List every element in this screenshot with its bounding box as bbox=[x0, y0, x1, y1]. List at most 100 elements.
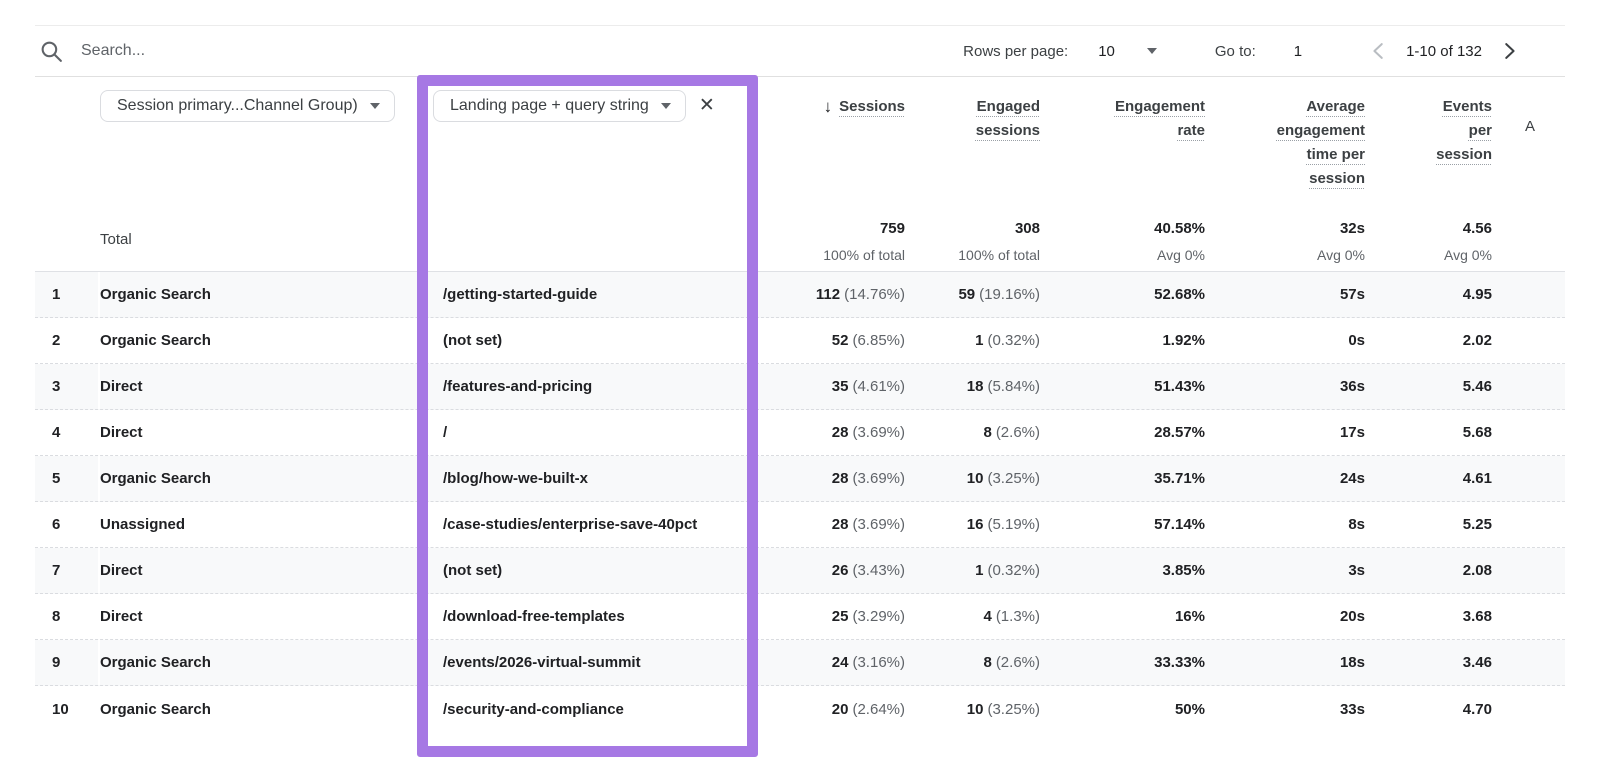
table-row: 9 Organic Search /events/2026-virtual-su… bbox=[35, 640, 1565, 686]
table-row: 7 Direct (not set) 26 (3.43%) 1 (0.32%) 3.… bbox=[35, 548, 1565, 594]
col-header-engaged-sessions[interactable]: Engaged sessions bbox=[905, 78, 1040, 210]
engagement-rate-cell: 51.43% bbox=[1154, 378, 1205, 395]
channel-cell: Direct bbox=[100, 378, 143, 395]
engaged-sessions-header-label: Engaged sessions bbox=[975, 98, 1040, 139]
total-label: Total bbox=[100, 231, 132, 248]
secondary-dimension-dropdown[interactable]: Landing page + query string bbox=[433, 90, 686, 122]
row-number: 7 bbox=[35, 548, 100, 593]
engaged-sessions-cell: 10 (3.25%) bbox=[966, 470, 1040, 487]
avg-engagement-time-header-label: Average engagement time per session bbox=[1276, 98, 1365, 187]
spacer-cell bbox=[1492, 329, 1565, 353]
col-header-avg-engagement-time[interactable]: Average engagement time per session bbox=[1205, 78, 1365, 210]
landing-page-cell: /events/2026-virtual-summit bbox=[443, 654, 641, 671]
landing-page-cell: /case-studies/enterprise-save-40pct bbox=[443, 516, 698, 533]
next-page-button[interactable] bbox=[1498, 40, 1520, 62]
rows-per-page-label: Rows per page: bbox=[963, 42, 1069, 60]
channel-cell: Organic Search bbox=[100, 654, 211, 671]
spacer-cell bbox=[1492, 559, 1565, 583]
sessions-cell: 52 (6.85%) bbox=[831, 332, 905, 349]
sessions-header-label: Sessions bbox=[839, 98, 905, 115]
avg-engagement-time-cell: 20s bbox=[1339, 608, 1365, 625]
table-row: 6 Unassigned /case-studies/enterprise-sa… bbox=[35, 502, 1565, 548]
table-row: 1 Organic Search /getting-started-guide … bbox=[35, 272, 1565, 318]
row-number-header bbox=[35, 78, 100, 210]
total-engagement-rate: 40.58% Avg 0% bbox=[1154, 220, 1205, 263]
col-header-sessions[interactable]: ↓ Sessions bbox=[760, 78, 905, 210]
avg-engagement-time-cell: 57s bbox=[1339, 286, 1365, 303]
engaged-sessions-cell: 1 (0.32%) bbox=[975, 332, 1040, 349]
table-toolbar: Search... Rows per page: 10 Go to: 1 1-1… bbox=[35, 25, 1565, 77]
engagement-rate-header-label: Engagement rate bbox=[1114, 98, 1205, 139]
page-range-text: 1-10 of 132 bbox=[1406, 42, 1482, 60]
col-header-events-per-session[interactable]: Events per session bbox=[1365, 78, 1492, 210]
row-number: 3 bbox=[35, 364, 100, 409]
sessions-cell: 35 (4.61%) bbox=[831, 378, 905, 395]
chevron-left-icon bbox=[1373, 43, 1383, 59]
engaged-sessions-cell: 59 (19.16%) bbox=[958, 286, 1040, 303]
chevron-down-icon bbox=[369, 103, 380, 109]
channel-cell: Organic Search bbox=[100, 470, 211, 487]
search-icon bbox=[41, 41, 62, 62]
total-engaged-sessions: 308 100% of total bbox=[958, 220, 1040, 263]
landing-page-cell: (not set) bbox=[443, 332, 503, 349]
landing-page-cell: /blog/how-we-built-x bbox=[443, 470, 588, 487]
engagement-rate-cell: 1.92% bbox=[1162, 332, 1205, 349]
events-per-session-cell: 2.02 bbox=[1462, 332, 1492, 349]
primary-dimension-header: Session primary...Channel Group) bbox=[100, 78, 417, 210]
sessions-cell: 112 (14.76%) bbox=[815, 286, 905, 303]
events-per-session-cell: 4.61 bbox=[1462, 470, 1492, 487]
table-row: 3 Direct /features-and-pricing 35 (4.61%)… bbox=[35, 364, 1565, 410]
table-row: 10 Organic Search /security-and-complian… bbox=[35, 686, 1565, 732]
spacer-cell bbox=[1492, 375, 1565, 399]
primary-dimension-label: Session primary...Channel Group) bbox=[117, 97, 358, 114]
metrics-table: Session primary...Channel Group) Landing… bbox=[35, 78, 1565, 732]
spacer-cell bbox=[1492, 697, 1565, 721]
sort-descending-icon: ↓ bbox=[823, 97, 833, 116]
chevron-down-icon bbox=[660, 103, 671, 109]
close-icon[interactable]: ✕ bbox=[698, 95, 715, 116]
rows-per-page-value[interactable]: 10 bbox=[1098, 42, 1115, 60]
table-row: 4 Direct / 28 (3.69%) 8 (2.6%) 28.57% 17s … bbox=[35, 410, 1565, 456]
search-input[interactable]: Search... bbox=[35, 39, 145, 64]
chevron-down-icon[interactable] bbox=[1146, 48, 1157, 54]
sessions-cell: 20 (2.64%) bbox=[831, 700, 905, 718]
events-per-session-cell: 3.46 bbox=[1462, 654, 1492, 671]
events-per-session-cell: 5.46 bbox=[1462, 378, 1492, 395]
sessions-cell: 28 (3.69%) bbox=[831, 516, 905, 533]
avg-engagement-time-cell: 8s bbox=[1348, 516, 1365, 533]
landing-page-cell: /download-free-templates bbox=[443, 608, 625, 625]
engagement-rate-cell: 28.57% bbox=[1154, 424, 1205, 441]
sessions-cell: 24 (3.16%) bbox=[831, 654, 905, 671]
engagement-rate-cell: 52.68% bbox=[1154, 286, 1205, 303]
spacer-cell bbox=[1492, 651, 1565, 675]
engagement-rate-cell: 50% bbox=[1174, 700, 1205, 718]
col-header-engagement-rate[interactable]: Engagement rate bbox=[1040, 78, 1205, 210]
chevron-right-icon bbox=[1505, 43, 1515, 59]
total-sessions: 759 100% of total bbox=[823, 220, 905, 263]
total-row: Total 759 100% of total 308 100% of tota… bbox=[35, 210, 1565, 272]
events-per-session-cell: 2.08 bbox=[1462, 562, 1492, 579]
row-number: 2 bbox=[35, 318, 100, 363]
col-header-next-partial: A bbox=[1525, 118, 1536, 135]
table-row: 8 Direct /download-free-templates 25 (3.2… bbox=[35, 594, 1565, 640]
avg-engagement-time-cell: 0s bbox=[1348, 332, 1365, 349]
goto-page-label: Go to: bbox=[1214, 42, 1256, 60]
table-header-row: Session primary...Channel Group) Landing… bbox=[35, 78, 1565, 210]
spacer-cell bbox=[1492, 467, 1565, 491]
primary-dimension-dropdown[interactable]: Session primary...Channel Group) bbox=[100, 90, 395, 122]
previous-page-button[interactable] bbox=[1368, 40, 1390, 62]
engaged-sessions-cell: 10 (3.25%) bbox=[966, 700, 1040, 718]
sessions-cell: 26 (3.43%) bbox=[831, 562, 905, 579]
row-number: 8 bbox=[35, 594, 100, 639]
events-per-session-cell: 4.70 bbox=[1462, 700, 1492, 718]
landing-page-cell: /features-and-pricing bbox=[443, 378, 593, 395]
spacer-cell bbox=[1492, 605, 1565, 629]
goto-page-input[interactable]: 1 bbox=[1293, 42, 1303, 60]
channel-cell: Organic Search bbox=[100, 286, 211, 303]
channel-cell: Organic Search bbox=[100, 700, 211, 718]
landing-page-cell: (not set) bbox=[443, 562, 503, 579]
events-per-session-cell: 5.68 bbox=[1462, 424, 1492, 441]
engagement-rate-cell: 33.33% bbox=[1154, 654, 1205, 671]
sessions-cell: 28 (3.69%) bbox=[831, 424, 905, 441]
engaged-sessions-cell: 4 (1.3%) bbox=[983, 608, 1040, 625]
